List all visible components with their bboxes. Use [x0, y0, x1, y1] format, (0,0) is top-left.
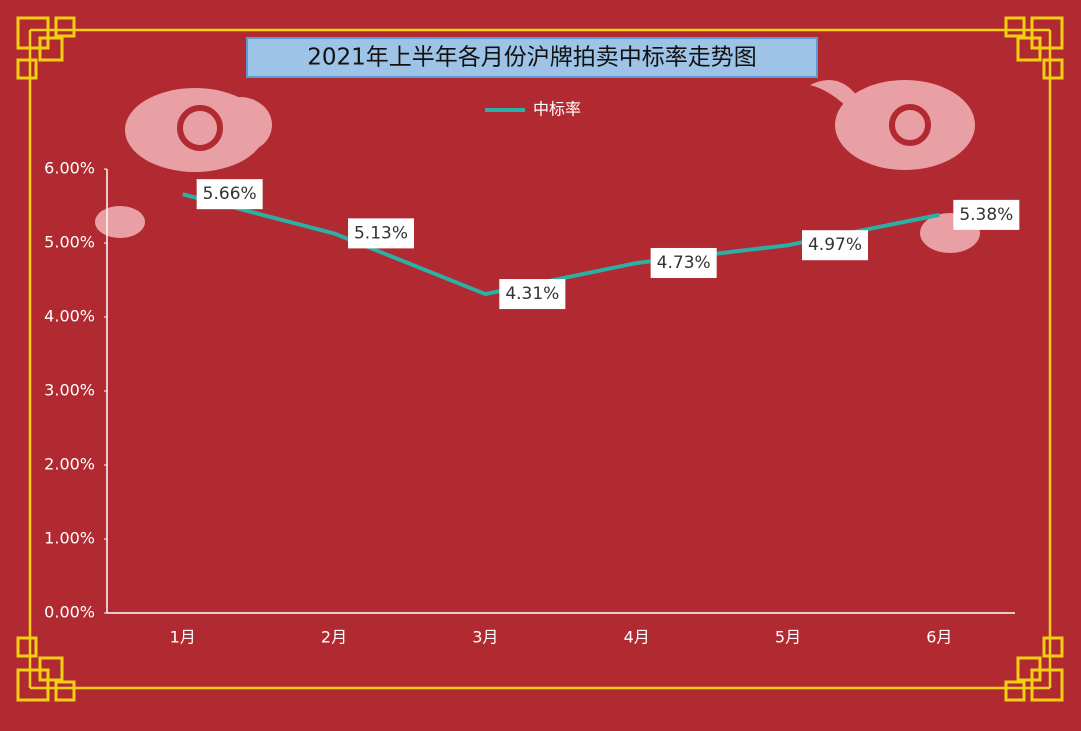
y-tick-label: 1.00%	[44, 529, 95, 548]
data-label: 4.97%	[808, 235, 862, 255]
data-label-box	[196, 179, 263, 210]
frame	[16, 16, 1064, 702]
data-label-box	[802, 230, 868, 261]
clouds	[95, 80, 980, 253]
y-tick-label: 0.00%	[44, 603, 95, 622]
legend-label: 中标率	[533, 100, 581, 119]
y-tick-label: 5.00%	[44, 233, 95, 252]
data-label-box	[953, 199, 1020, 230]
y-tick-label: 3.00%	[44, 381, 95, 400]
x-tick-label: 4月	[624, 628, 650, 647]
x-tick-label: 1月	[170, 628, 196, 647]
x-tick-label: 2月	[321, 628, 347, 647]
title-box	[246, 37, 818, 78]
chart-title: 2021年上半年各月份沪牌拍卖中标率走势图	[307, 45, 757, 71]
data-label-box	[348, 218, 414, 249]
data-label: 4.73%	[657, 253, 711, 273]
y-tick-label: 6.00%	[44, 159, 95, 178]
x-tick-label: 3月	[472, 628, 498, 647]
data-label: 5.66%	[203, 184, 257, 204]
data-label: 5.13%	[354, 223, 408, 243]
data-label: 4.31%	[505, 284, 559, 304]
cloud-swirls	[177, 104, 931, 151]
data-label-box	[499, 279, 566, 310]
x-tick-label: 5月	[775, 628, 801, 647]
x-tick-label: 6月	[926, 628, 952, 647]
y-tick-label: 4.00%	[44, 307, 95, 326]
y-tick-label: 2.00%	[44, 455, 95, 474]
data-label: 5.38%	[959, 205, 1013, 225]
data-label-box	[650, 247, 717, 278]
